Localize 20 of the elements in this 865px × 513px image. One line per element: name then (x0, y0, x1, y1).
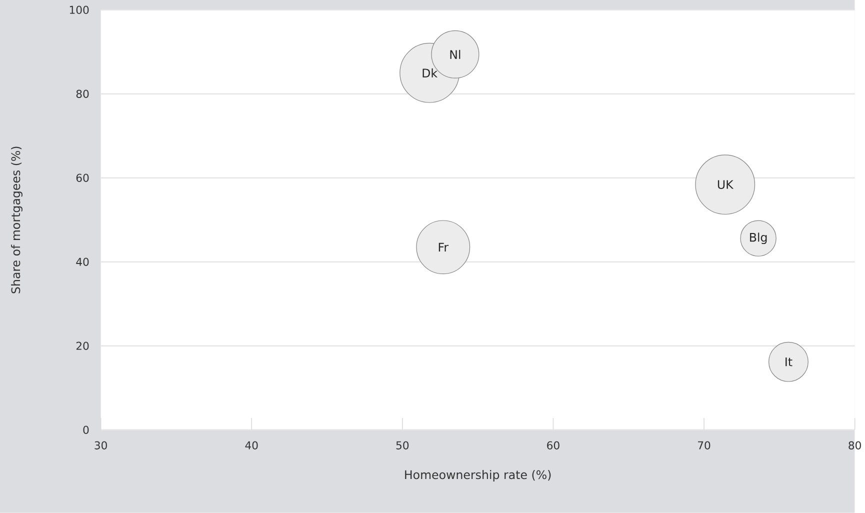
x-tick-label: 40 (245, 441, 258, 450)
y-tick-label: 40 (76, 258, 89, 266)
annotation: Fr (438, 242, 449, 252)
x-tick-label: 80 (848, 441, 861, 450)
x-tick-label: 50 (396, 441, 409, 450)
x-tick-label: 30 (94, 441, 107, 450)
annotation: UK (718, 180, 734, 190)
x-tick-label: 60 (547, 441, 560, 450)
y-tick-label: 20 (76, 342, 89, 350)
y-tick-label: 80 (76, 90, 89, 98)
annotation: Blg (750, 232, 767, 244)
annotation: It (786, 358, 792, 366)
annotation: Nl (450, 50, 460, 59)
x-tick-label: 70 (698, 441, 710, 450)
y-axis-title: Share of mortgagees (%) (11, 146, 22, 294)
y-tick-label: 60 (76, 174, 89, 182)
y-tick-label: 100 (70, 6, 89, 14)
annotation: Dk (422, 68, 438, 78)
x-axis-title: Homeownership rate (%) (405, 470, 551, 482)
y-tick-label: 0 (83, 426, 89, 434)
